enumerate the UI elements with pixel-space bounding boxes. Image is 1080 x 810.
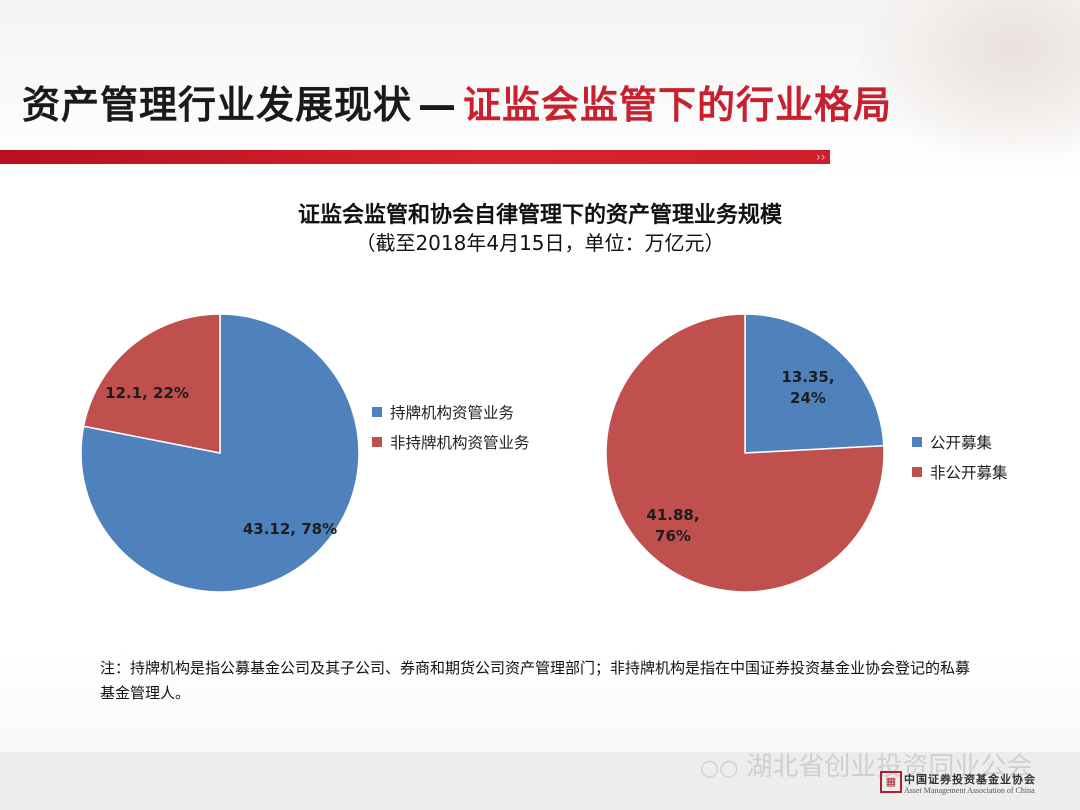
legend-swatch — [372, 437, 382, 447]
wechat-icon: ○○ — [700, 756, 739, 781]
pie-chart-fundraising: 13.35, 24% 41.88, 76% — [605, 313, 885, 593]
pie-slice-0 — [80, 313, 360, 593]
title-main: 资产管理行业发展现状 — [22, 83, 413, 127]
logo-chinese-name: 中国证券投资基金业协会 — [904, 773, 1036, 786]
legend-item-0: 持牌机构资管业务 — [372, 397, 530, 427]
legend-licensed: 持牌机构资管业务 非持牌机构资管业务 — [372, 397, 530, 457]
watermark: ○○ 湖北省创业投资同业公会 — [700, 746, 1032, 783]
legend-label: 持牌机构资管业务 — [390, 404, 515, 422]
legend-label: 公开募集 — [930, 434, 993, 452]
legend-item-0: 公开募集 — [912, 427, 1008, 457]
chart-title: 证监会监管和协会自律管理下的资产管理业务规模 — [297, 203, 782, 228]
legend-swatch — [912, 467, 922, 477]
logo-english-name: Asset Management Association of China — [904, 786, 1035, 795]
legend-swatch — [912, 437, 922, 447]
legend-item-1: 非持牌机构资管业务 — [372, 427, 530, 457]
decorative-corner-image — [860, 0, 1080, 160]
bar-arrow-icon: ›› — [816, 150, 826, 164]
title-accent: 证监会监管下的行业格局 — [463, 83, 893, 127]
slice-data-label-1: 12.1, 22% — [105, 384, 189, 402]
slice-data-label-0: 43.12, 78% — [243, 520, 337, 538]
slice-data-label-1: 41.88, 76% — [646, 506, 699, 545]
title-separator: — — [418, 83, 458, 127]
footnote: 注：持牌机构是指公募基金公司及其子公司、券商和期货公司资产管理部门；非持牌机构是… — [100, 659, 971, 702]
pie-chart-licensed: 43.12, 78% 12.1, 22% — [80, 313, 360, 593]
title-underline-bar — [0, 150, 830, 164]
legend-label: 非公开募集 — [930, 464, 1008, 482]
slice-data-label-0: 13.35, 24% — [781, 368, 834, 407]
legend-swatch — [372, 407, 382, 417]
chart-subtitle: （截至2018年4月15日，单位：万亿元） — [355, 231, 725, 255]
pie-slice-0 — [744, 313, 885, 454]
amac-logo-icon: ▦ — [880, 771, 902, 793]
pie-slice-1 — [605, 313, 885, 593]
slide-title: 资产管理行业发展现状 — 证监会监管下的行业格局 — [22, 74, 892, 129]
watermark-text: 湖北省创业投资同业公会 — [746, 752, 1033, 782]
legend-fundraising: 公开募集 非公开募集 — [912, 427, 1008, 487]
pie-slice-1 — [82, 313, 221, 454]
legend-item-1: 非公开募集 — [912, 457, 1008, 487]
legend-label: 非持牌机构资管业务 — [390, 434, 530, 452]
